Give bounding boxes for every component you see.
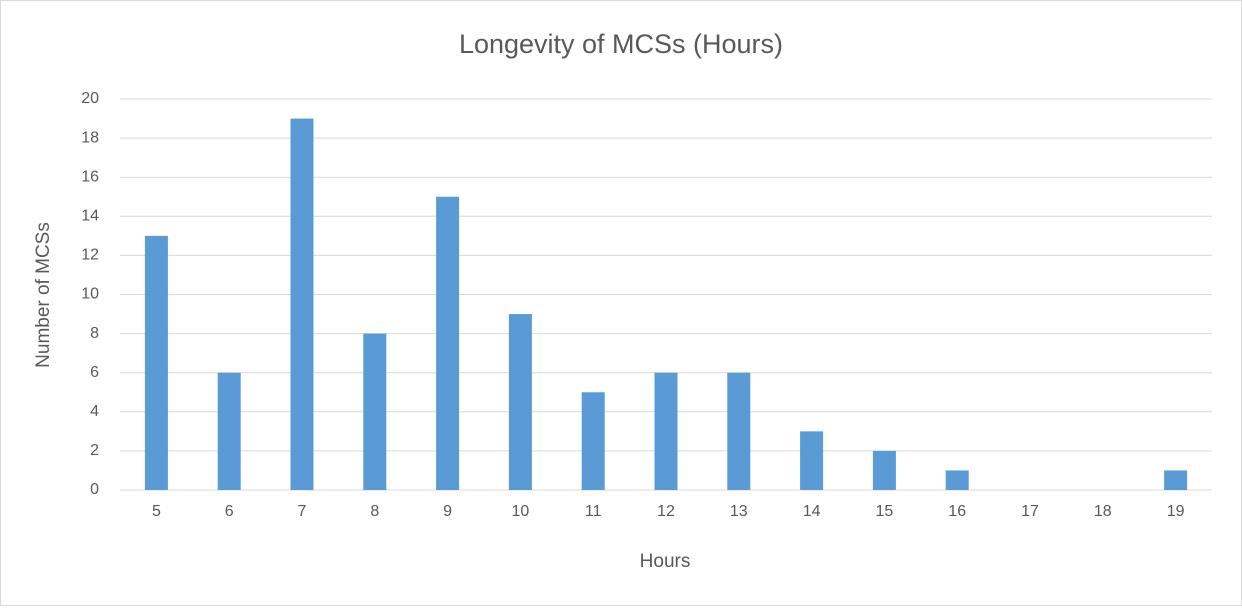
bar: [872, 450, 896, 490]
bar: [581, 392, 605, 490]
x-tick-label: 14: [803, 503, 821, 520]
x-tick-label: 7: [298, 503, 307, 520]
x-tick-label: 10: [512, 503, 530, 520]
bar: [363, 333, 387, 490]
bar: [217, 372, 241, 490]
x-tick-label: 6: [225, 503, 234, 520]
bar: [1164, 470, 1188, 490]
x-tick-label: 9: [443, 503, 452, 520]
x-tick-label: 15: [876, 503, 894, 520]
y-tick-label: 16: [81, 168, 99, 185]
y-tick-label: 14: [81, 208, 99, 225]
x-tick-label: 13: [730, 503, 748, 520]
x-tick-label: 5: [152, 503, 161, 520]
bar: [727, 372, 751, 490]
y-tick-label: 12: [81, 247, 99, 264]
y-tick-label: 0: [90, 481, 99, 498]
bar: [654, 372, 678, 490]
bar: [436, 196, 460, 490]
bar: [508, 314, 532, 490]
x-tick-label: 16: [948, 503, 966, 520]
x-tick-label: 19: [1167, 503, 1185, 520]
bar: [945, 470, 969, 490]
y-tick-label: 4: [90, 403, 99, 420]
y-tick-label: 20: [81, 90, 99, 107]
y-tick-label: 6: [90, 364, 99, 381]
y-axis-label: Number of MCSs: [33, 222, 54, 368]
chart-title: Longevity of MCSs (Hours): [459, 29, 783, 59]
y-tick-label: 2: [90, 442, 99, 459]
x-tick-label: 17: [1021, 503, 1039, 520]
bar: [144, 235, 168, 490]
x-tick-label: 12: [657, 503, 675, 520]
x-tick-label: 8: [370, 503, 379, 520]
y-tick-label: 8: [90, 325, 99, 342]
bar: [290, 118, 314, 491]
bar: [800, 431, 824, 490]
y-tick-label: 18: [81, 129, 99, 146]
x-tick-label: 18: [1094, 503, 1112, 520]
x-tick-label: 11: [585, 503, 602, 520]
y-tick-label: 10: [81, 286, 99, 303]
x-axis-label: Hours: [640, 551, 691, 572]
